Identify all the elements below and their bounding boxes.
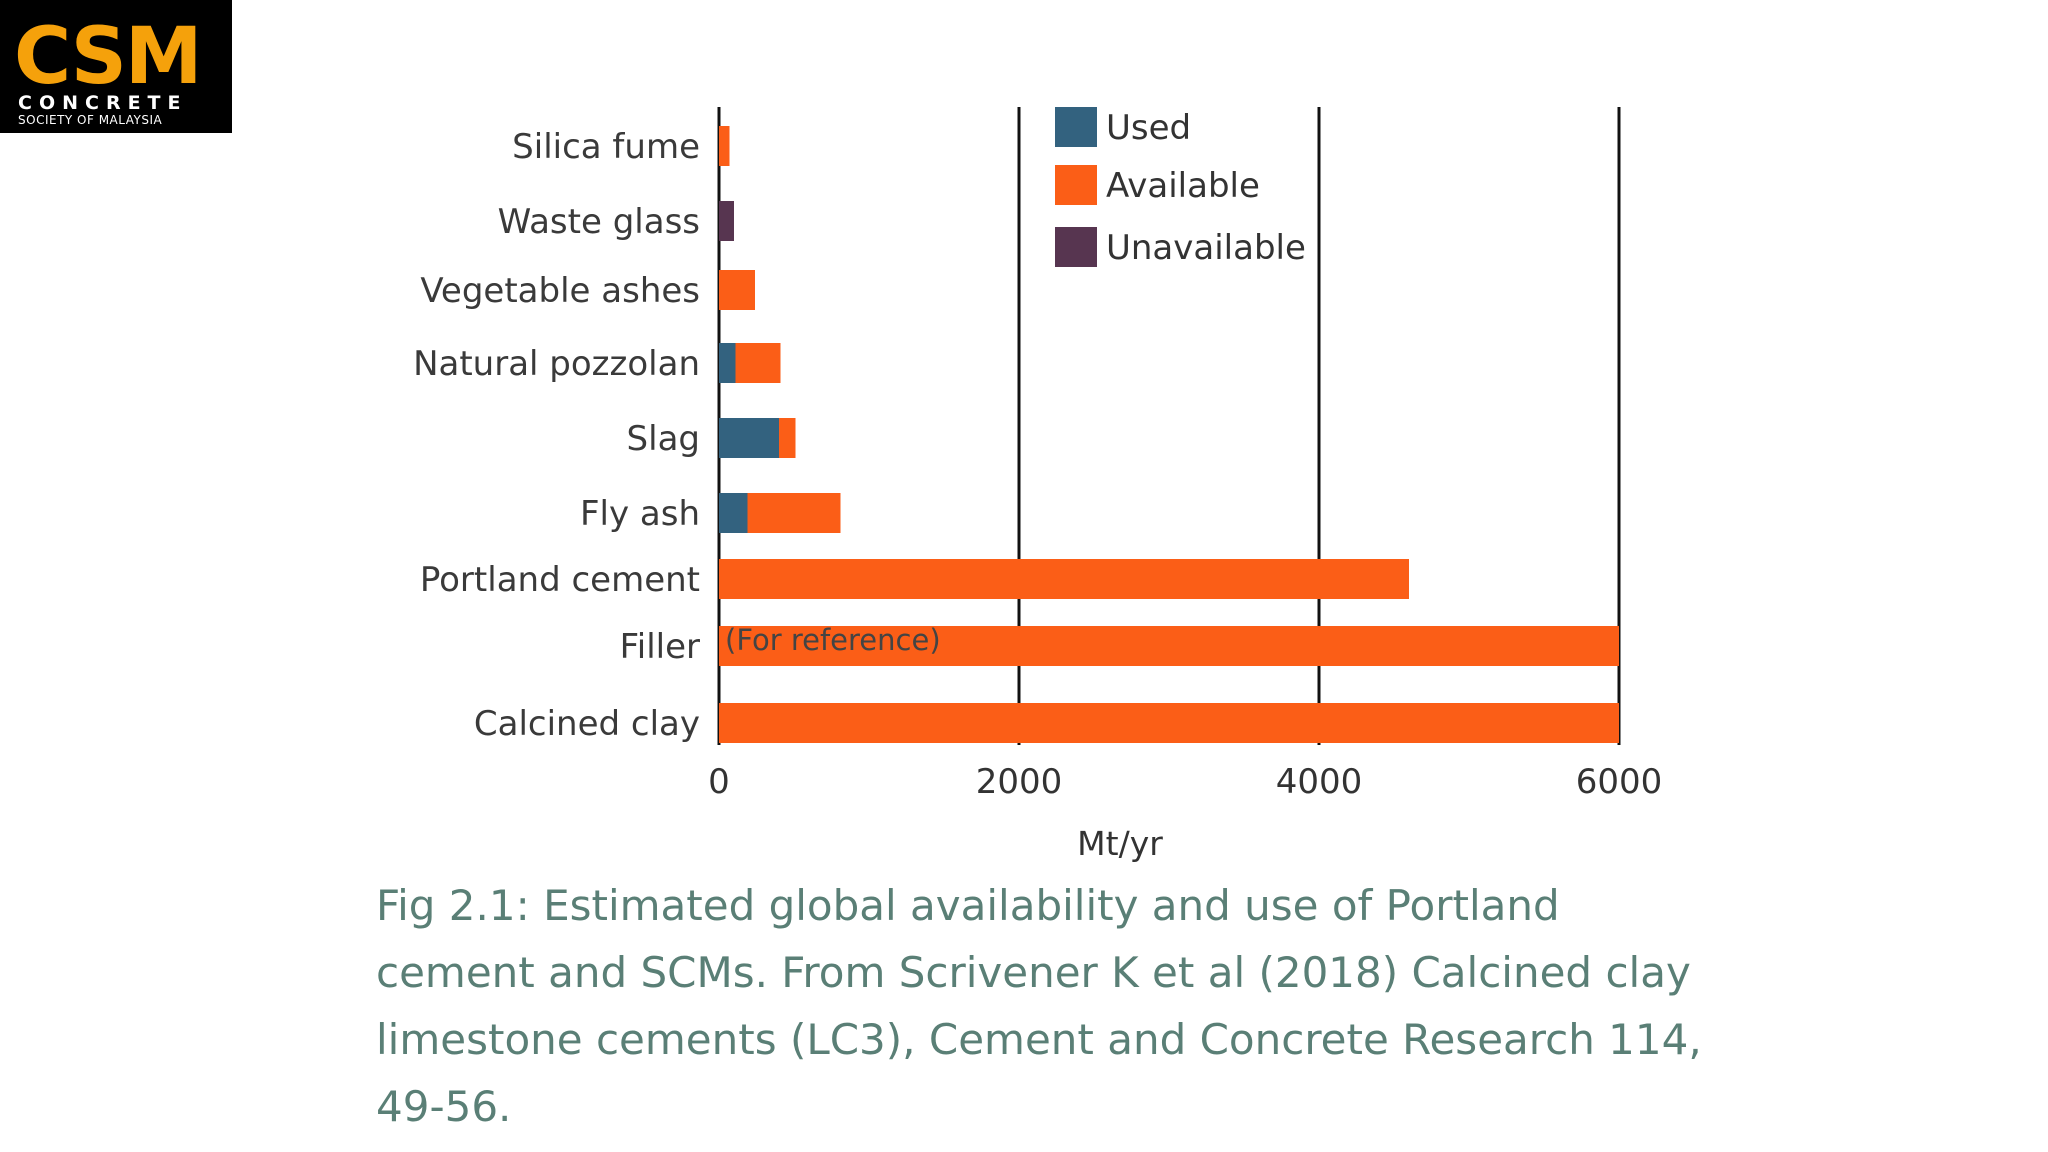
- category-label: Calcined clay: [474, 704, 700, 744]
- x-tick-label: 0: [708, 762, 730, 802]
- bar-fly-ash-used: [719, 493, 748, 533]
- bar-silica-fume-available: [719, 126, 730, 166]
- bar-chart: Silica fume Waste glass Vegetable ashes Nat…: [413, 107, 1662, 863]
- annotation-label: (For reference): [725, 623, 941, 657]
- legend-swatch: [1055, 227, 1097, 267]
- category-label: Waste glass: [498, 202, 700, 242]
- category-label: Filler: [620, 627, 700, 667]
- bar-slag-available: [779, 418, 796, 458]
- logo-line2: SOCIETY OF MALAYSIA: [18, 113, 163, 127]
- x-tick-label: 2000: [976, 762, 1063, 802]
- legend-swatch: [1055, 165, 1097, 205]
- x-tick-label: 4000: [1276, 762, 1363, 802]
- bar-natural-pozzolan-used: [719, 343, 736, 383]
- legend-item-unavailable: Unavailable: [1055, 227, 1306, 268]
- legend-label: Used: [1106, 108, 1191, 148]
- bar-fly-ash-available: [747, 493, 841, 533]
- category-label: Vegetable ashes: [420, 271, 700, 311]
- x-tick-label: 6000: [1576, 762, 1663, 802]
- category-label: Silica fume: [512, 127, 700, 167]
- bar-vegetable-ashes-available: [719, 270, 755, 310]
- legend-label: Unavailable: [1106, 228, 1306, 268]
- x-axis-label: Mt/yr: [1077, 824, 1163, 863]
- category-label: Fly ash: [580, 494, 700, 534]
- bar-filler-available: [719, 626, 1619, 666]
- bars: [719, 126, 1619, 743]
- legend-item-used: Used: [1055, 107, 1191, 148]
- legend: Used Available Unavailable: [1055, 107, 1306, 268]
- figure-caption: Fig 2.1: Estimated global availability a…: [376, 881, 1702, 1131]
- legend-swatch: [1055, 107, 1097, 147]
- annotations: (For reference): [725, 623, 941, 657]
- csm-logo: CSM CONCRETE SOCIETY OF MALAYSIA: [0, 0, 232, 133]
- legend-label: Available: [1106, 166, 1260, 206]
- bar-portland-cement-available: [719, 559, 1409, 599]
- tick-labels: 0 2000 4000 6000: [708, 762, 1662, 802]
- bar-calcined-clay-available: [719, 703, 1619, 743]
- bar-natural-pozzolan-available: [735, 343, 781, 383]
- category-label: Slag: [627, 419, 700, 459]
- category-label: Portland cement: [420, 560, 700, 600]
- category-label: Natural pozzolan: [413, 344, 700, 384]
- legend-item-available: Available: [1055, 165, 1260, 206]
- logo-line1: CONCRETE: [18, 92, 188, 114]
- bar-slag-used: [719, 418, 779, 458]
- logo-brand: CSM: [14, 12, 202, 102]
- category-labels: Silica fume Waste glass Vegetable ashes Nat…: [413, 127, 700, 744]
- bar-waste-glass-unavailable: [719, 201, 734, 241]
